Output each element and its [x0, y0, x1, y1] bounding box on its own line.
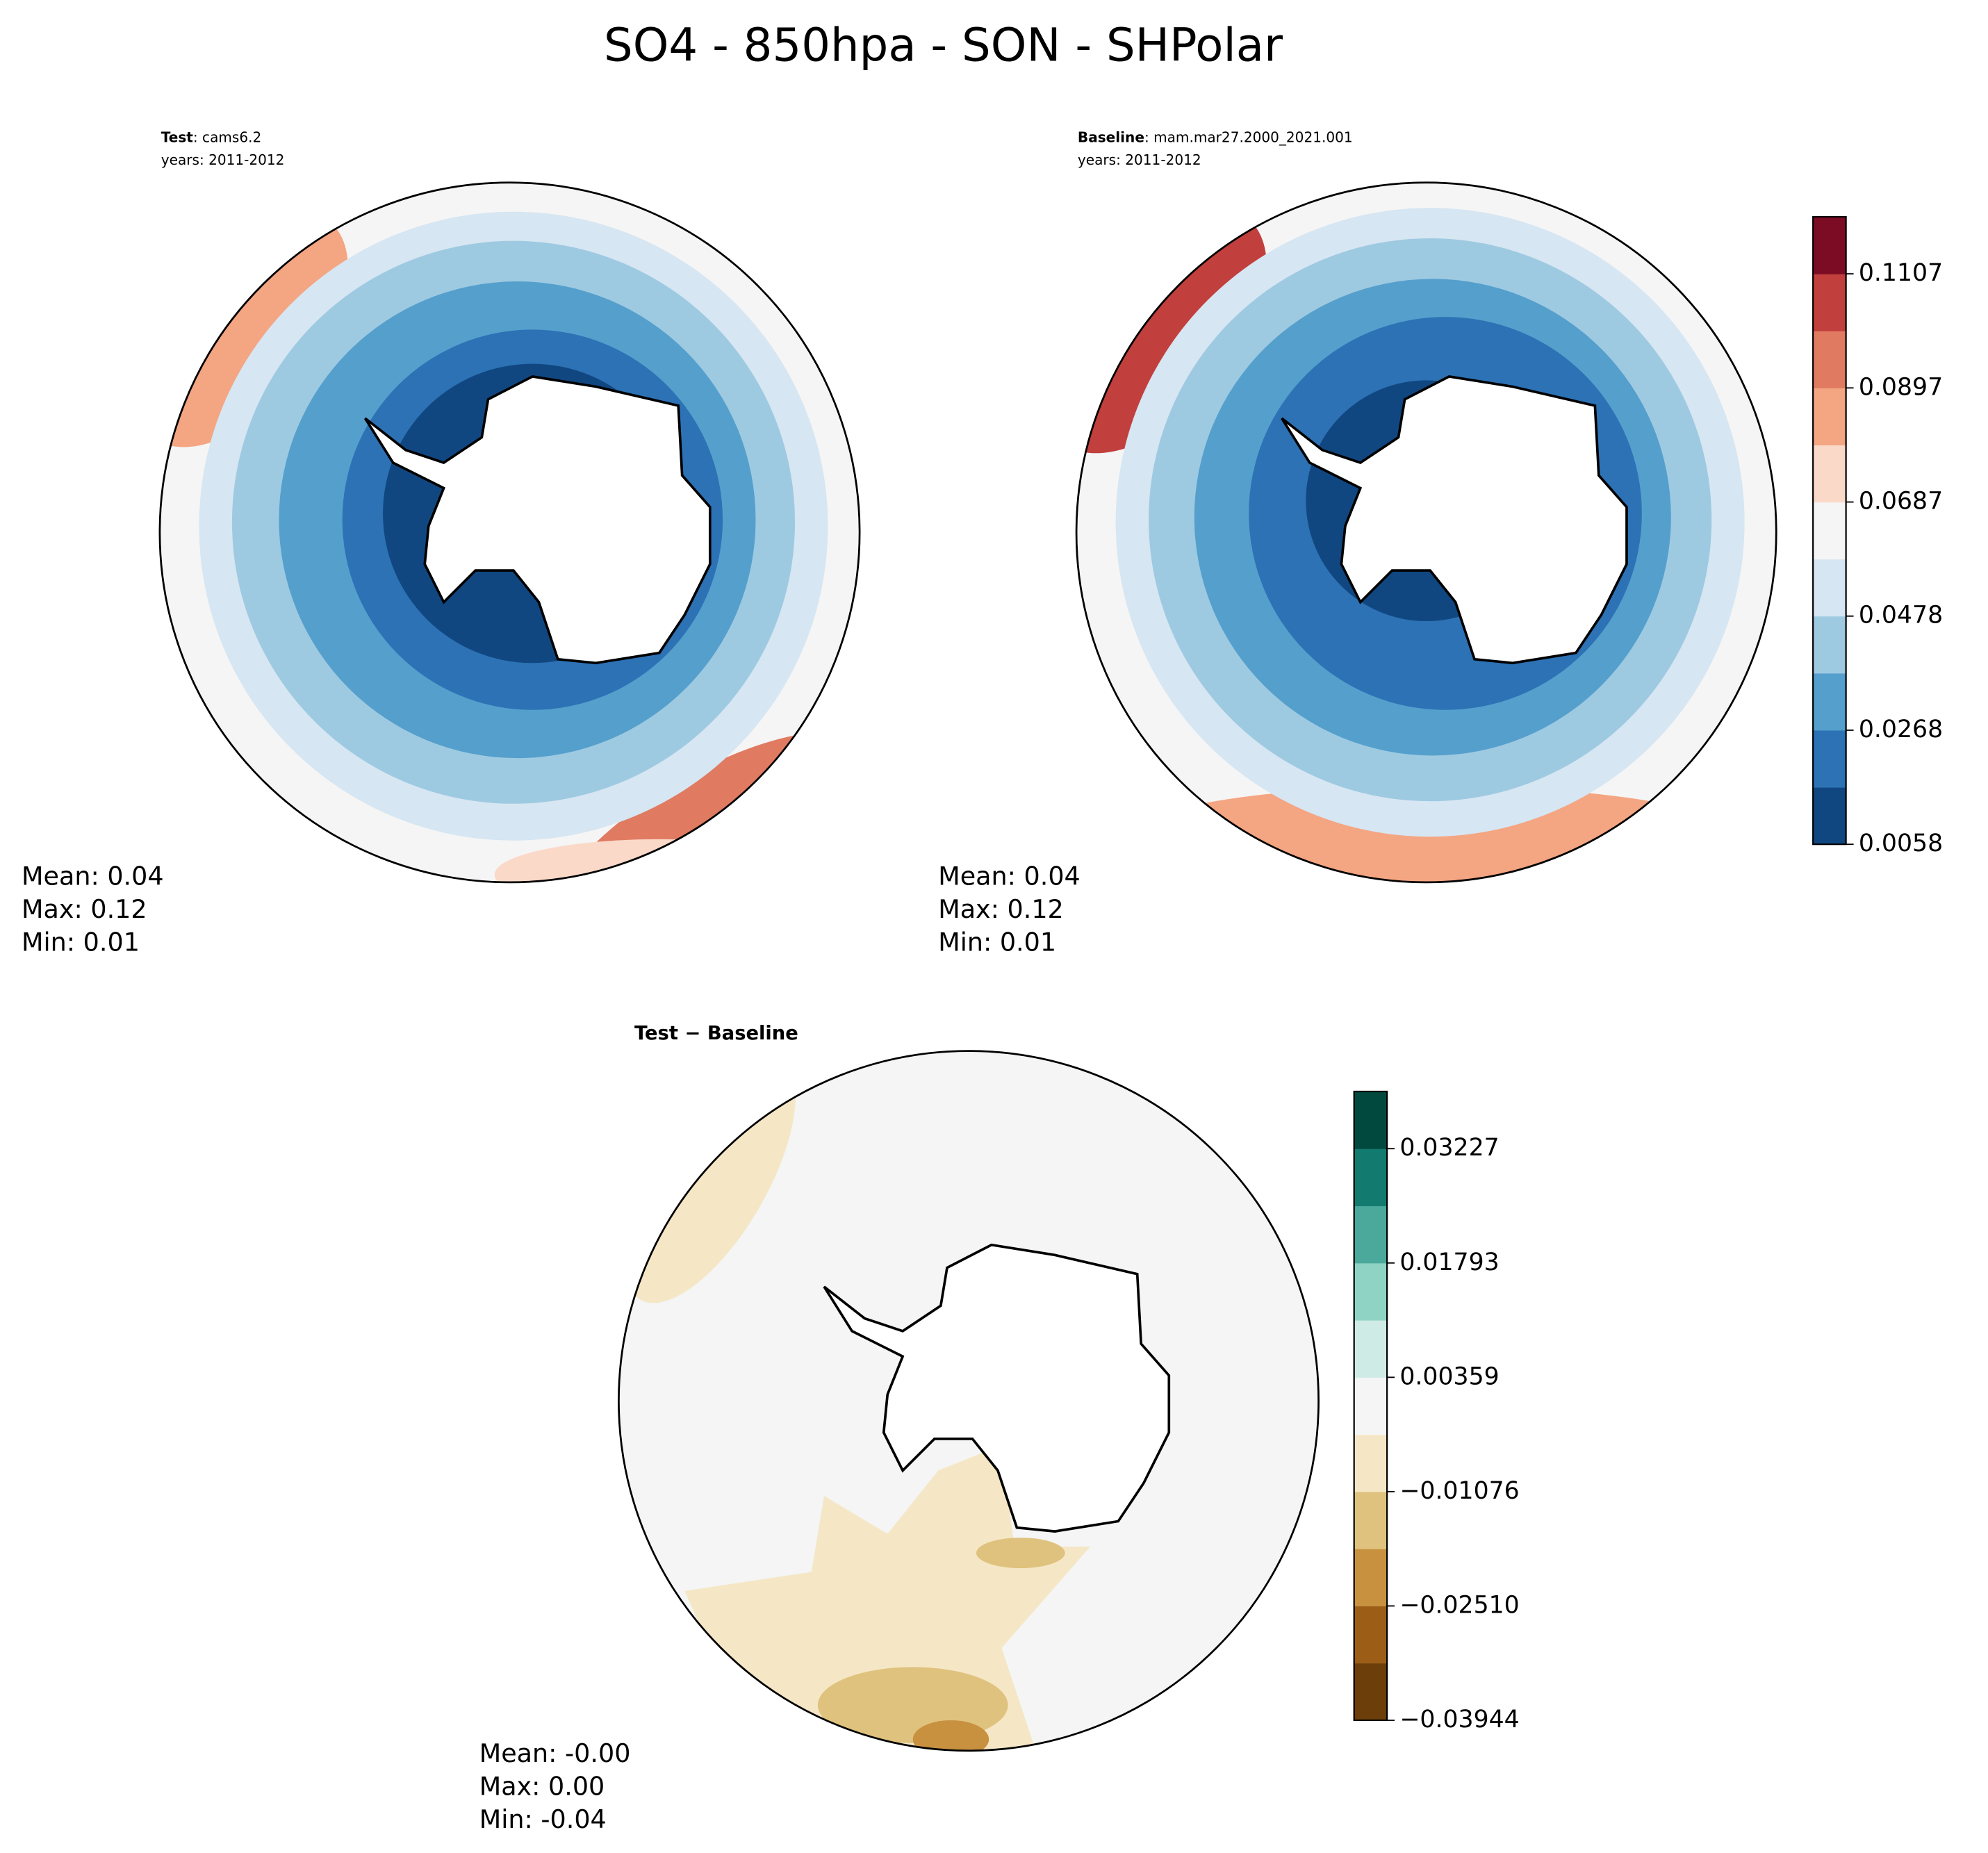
colorbar-tick-label: 0.0058 [1859, 830, 1943, 857]
colorbar-tick-label: −0.01076 [1399, 1477, 1519, 1505]
colorbar-level [1354, 1549, 1388, 1606]
panel-label: Test − Baseline [634, 1023, 798, 1044]
colorbar-level [1813, 331, 1846, 388]
map-frame [618, 1050, 1320, 1752]
panel-label: Test: cams6.2 [161, 129, 262, 145]
colorbar-tick-label: 0.0687 [1859, 488, 1943, 516]
colorbar-level [1354, 1377, 1388, 1435]
colorbar-level [1813, 730, 1846, 788]
stat: Mean: 0.04 [22, 862, 164, 891]
colorbar-tick-label: −0.02510 [1399, 1591, 1519, 1619]
colorbar-tick-label: −0.03944 [1399, 1706, 1519, 1733]
colorbar-tick-label: 0.00359 [1399, 1362, 1499, 1390]
colorbar-level [1813, 616, 1846, 674]
colorbar-level [1354, 1663, 1388, 1721]
colorbar-level [1354, 1434, 1388, 1492]
colorbar-tick-label: 0.1107 [1859, 259, 1943, 287]
field [912, 1720, 989, 1751]
colorbar-level [1813, 502, 1846, 560]
stat: Max: 0.00 [479, 1772, 605, 1802]
panel-years: years: 2011-2012 [1078, 151, 1201, 168]
stat: Max: 0.12 [22, 894, 147, 924]
panel-label: Baseline: mam.mar27.2000_2021.001 [1078, 129, 1353, 145]
stat: Mean: 0.04 [938, 862, 1081, 891]
colorbar-tick-label: 0.0268 [1859, 716, 1943, 743]
colorbar-level [1354, 1606, 1388, 1664]
stat: Min: 0.01 [22, 927, 140, 957]
colorbar-frame [1353, 1090, 1388, 1722]
colorbar-level [1354, 1091, 1388, 1149]
stat: Min: 0.01 [938, 927, 1056, 957]
colorbar-tick-label: 0.03227 [1399, 1134, 1499, 1162]
colorbar-level [1354, 1320, 1388, 1378]
label-bold: Baseline [1078, 129, 1144, 145]
colorbar-level [1813, 274, 1846, 331]
panel-years: years: 2011-2012 [161, 151, 285, 168]
map [618, 1051, 1319, 1751]
colorbar-level [1813, 217, 1846, 274]
map [159, 182, 860, 882]
stat: Max: 0.12 [938, 894, 1064, 924]
colorbar-level [1813, 787, 1846, 845]
colorbar-level [1354, 1262, 1388, 1321]
colorbar-level [1813, 673, 1846, 731]
colorbar-tick-label: 0.01793 [1399, 1249, 1499, 1276]
field [976, 1538, 1065, 1569]
colorbar-level [1813, 445, 1846, 503]
colorbar-tick-label: 0.0897 [1859, 373, 1943, 401]
map [1076, 182, 1777, 882]
stat: Mean: -0.00 [479, 1738, 631, 1768]
stat: Min: -0.04 [479, 1804, 607, 1834]
label-bold: Test [161, 129, 194, 145]
label-rest: : cams6.2 [193, 129, 261, 145]
figure-title: SO4 - 850hpa - SON - SHPolar [604, 19, 1283, 72]
colorbar-level [1354, 1491, 1388, 1549]
map-frame [1075, 181, 1777, 884]
map-frame [158, 181, 861, 884]
colorbar-tick-label: 0.0478 [1859, 602, 1943, 629]
label-rest: : mam.mar27.2000_2021.001 [1144, 129, 1353, 145]
field [494, 839, 825, 882]
colorbar-level [1813, 559, 1846, 617]
colorbar-level [1813, 388, 1846, 445]
colorbar-level [1354, 1205, 1388, 1264]
colorbar-frame [1812, 215, 1847, 846]
colorbar-level [1354, 1148, 1388, 1207]
